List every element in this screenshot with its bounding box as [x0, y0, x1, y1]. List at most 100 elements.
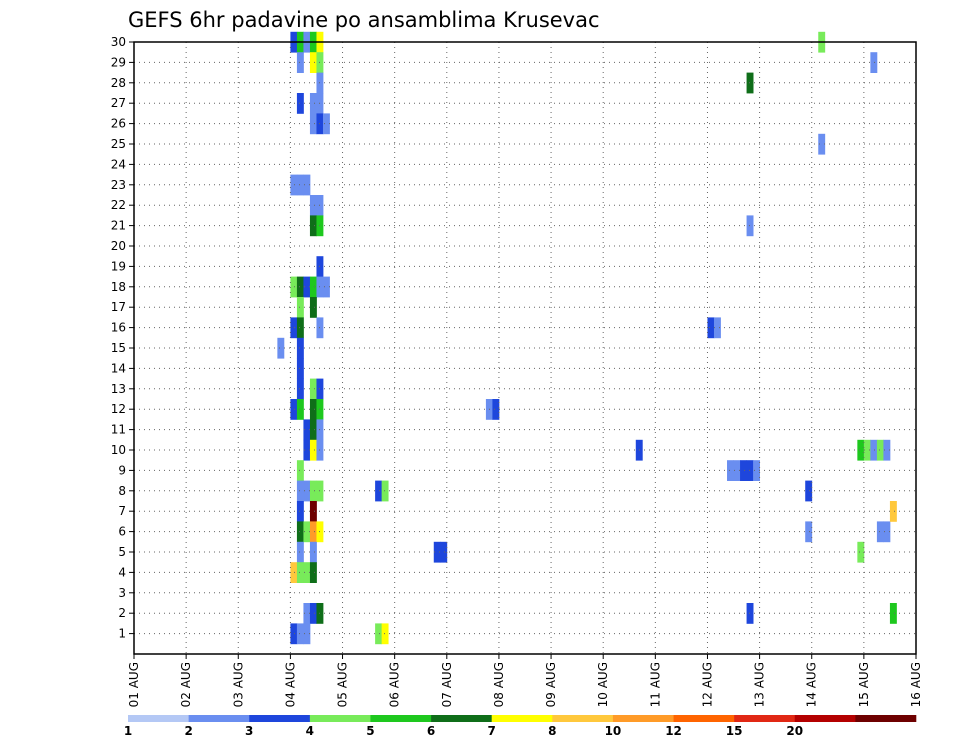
y-tick-label-13: 13: [111, 382, 126, 396]
y-tick-label-27: 27: [111, 96, 126, 110]
y-tick-label-29: 29: [111, 55, 126, 69]
cell-104: [883, 521, 891, 543]
cell-87: [746, 460, 754, 481]
colorbar-swatch-4: [370, 715, 432, 722]
colorbar-label-7: 7: [488, 724, 496, 738]
cell-36: [296, 358, 304, 379]
y-tick-label-15: 15: [111, 341, 126, 355]
x-tick-label-13: 14 AUG: [805, 662, 819, 707]
x-tick-label-12: 13 AUG: [753, 662, 767, 707]
cell-47: [303, 439, 311, 461]
cell-57: [296, 521, 304, 543]
colorbar-label-3: 3: [245, 724, 253, 738]
y-tick-label-23: 23: [111, 178, 126, 192]
cell-61: [296, 541, 304, 563]
cell-98: [870, 439, 878, 461]
cell-72: [303, 623, 311, 645]
cell-35: [296, 337, 304, 359]
cell-59: [309, 521, 317, 543]
colorbar-swatch-1: [188, 715, 250, 722]
cell-38: [309, 378, 317, 400]
cell-55: [296, 501, 304, 522]
y-tick-label-1: 1: [118, 627, 126, 641]
cell-32: [296, 317, 304, 339]
colorbar-swatch-5: [431, 715, 492, 722]
colorbar-label-12: 12: [665, 724, 682, 738]
cell-76: [381, 480, 389, 502]
cell-20: [309, 215, 317, 237]
y-tick-label-30: 30: [111, 35, 126, 49]
y-tick-label-4: 4: [118, 565, 126, 579]
cell-24: [296, 276, 304, 298]
cell-28: [322, 276, 330, 298]
colorbar-swatch-9: [673, 715, 735, 722]
cell-29: [296, 297, 304, 318]
cell-86: [740, 460, 747, 481]
cell-92: [805, 480, 813, 502]
cell-51: [296, 480, 304, 502]
x-tick-label-0: 01 AUG: [127, 662, 141, 707]
x-tick-label-1: 02 AUG: [179, 662, 193, 707]
colorbar-swatch-6: [491, 715, 553, 722]
cell-62: [309, 541, 317, 563]
x-tick-label-5: 06 AUG: [388, 662, 402, 707]
colorbar: 1 2 3 4 5 6 7 8 10 12 15 20: [124, 715, 917, 738]
cell-73: [375, 623, 383, 645]
cell-80: [492, 399, 500, 420]
cell-50: [296, 460, 304, 481]
y-tick-label-18: 18: [111, 280, 126, 294]
cell-6: [309, 52, 317, 73]
cell-93: [805, 521, 813, 543]
cell-70: [290, 623, 298, 645]
cell-66: [309, 562, 317, 583]
y-tick-label-20: 20: [111, 239, 126, 253]
cell-45: [309, 419, 317, 441]
colorbar-label-15: 15: [726, 724, 743, 738]
cell-63: [290, 562, 298, 583]
y-tick-label-16: 16: [111, 321, 126, 335]
colorbar-swatch-3: [309, 715, 371, 722]
cell-103: [876, 521, 884, 543]
y-tick-label-14: 14: [111, 361, 126, 375]
y-tick-label-5: 5: [118, 545, 126, 559]
x-tick-label-2: 03 AUG: [231, 662, 245, 707]
y-tick-label-26: 26: [111, 117, 126, 131]
x-tick-label-11: 12 AUG: [700, 662, 714, 707]
colorbar-swatch-2: [249, 715, 311, 722]
colorbar-label-4: 4: [306, 724, 314, 738]
y-tick-label-12: 12: [111, 402, 126, 416]
cell-68: [309, 603, 317, 624]
colorbar-swatch-8: [612, 715, 674, 722]
x-axis: 01 AUG 02 AUG 03 AUG 04 AUG 05 AUG 06 AUG 07 A…: [127, 654, 923, 707]
cell-9: [296, 93, 304, 114]
x-tick-label-9: 10 AUG: [596, 662, 610, 707]
cell-5: [296, 52, 304, 73]
x-tick-label-7: 08 AUG: [492, 662, 506, 707]
y-tick-label-3: 3: [118, 586, 126, 600]
x-tick-label-8: 09 AUG: [544, 662, 558, 707]
cell-58: [303, 521, 311, 543]
x-tick-label-6: 07 AUG: [440, 662, 454, 707]
cell-30: [309, 297, 317, 318]
colorbar-label-10: 10: [605, 724, 622, 738]
y-axis: 1234567891011121314151617181920212223242…: [111, 35, 134, 641]
chart-title: GEFS 6hr padavine po ansamblima Krusevac: [128, 8, 600, 32]
cell-15: [290, 174, 298, 196]
x-tick-label-10: 11 AUG: [648, 662, 662, 707]
y-tick-label-21: 21: [111, 219, 126, 233]
y-tick-label-11: 11: [111, 423, 126, 437]
cell-14: [322, 113, 330, 135]
colorbar-label-8: 8: [548, 724, 556, 738]
cell-65: [303, 562, 311, 583]
cell-102: [870, 52, 878, 73]
y-tick-label-7: 7: [118, 504, 126, 518]
cell-25: [303, 276, 311, 298]
x-tick-label-4: 05 AUG: [336, 662, 350, 707]
y-tick-label-10: 10: [111, 443, 126, 457]
cell-67: [303, 603, 311, 624]
cell-95: [818, 133, 826, 155]
cell-37: [296, 378, 304, 400]
cell-89: [746, 72, 754, 94]
cell-34: [277, 337, 285, 359]
